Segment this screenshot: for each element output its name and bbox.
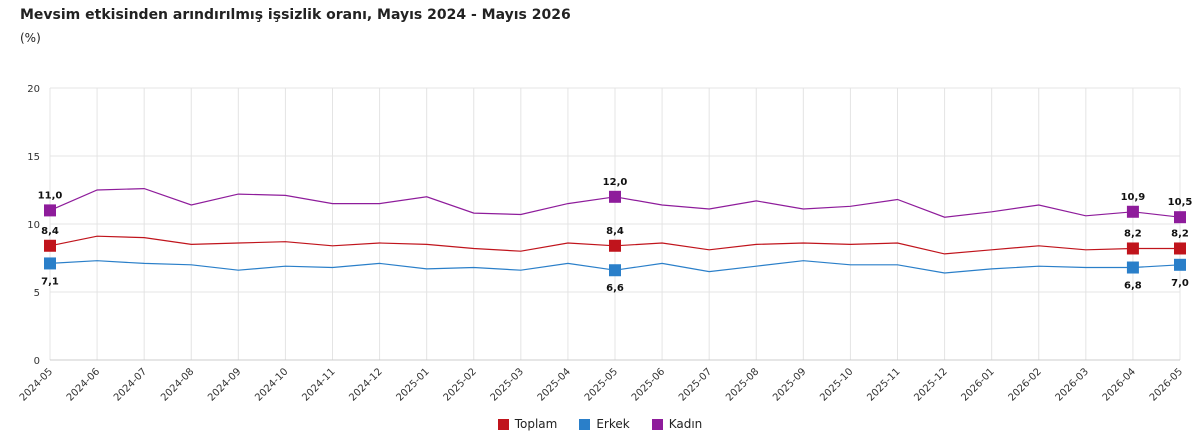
x-tick-label: 2024-10	[253, 366, 290, 403]
legend-item-erkek[interactable]: Erkek	[579, 417, 630, 431]
x-tick-label: 2025-08	[724, 366, 761, 403]
data-marker-erkek[interactable]	[1174, 258, 1186, 271]
data-label-kadın: 10,9	[1121, 192, 1146, 203]
data-marker-toplam[interactable]	[44, 239, 56, 252]
legend: Toplam Erkek Kadın	[0, 417, 1200, 431]
legend-swatch-kadin	[651, 418, 663, 430]
x-tick-label: 2025-12	[912, 366, 949, 403]
data-marker-kadın[interactable]	[609, 190, 621, 203]
data-marker-kadın[interactable]	[44, 204, 56, 217]
legend-item-toplam[interactable]: Toplam	[497, 417, 558, 431]
x-tick-label: 2024-06	[65, 366, 102, 403]
x-tick-label: 2026-05	[1148, 366, 1185, 403]
y-tick-label: 10	[27, 220, 40, 231]
x-tick-label: 2025-09	[771, 366, 808, 403]
data-label-toplam: 8,4	[606, 226, 624, 237]
x-tick-label: 2026-03	[1054, 366, 1091, 403]
data-label-kadın: 10,5	[1168, 197, 1193, 208]
x-tick-label: 2024-12	[347, 366, 384, 403]
data-label-erkek: 6,6	[606, 283, 624, 294]
x-tick-label: 2025-11	[865, 366, 902, 403]
legend-item-kadin[interactable]: Kadın	[651, 417, 703, 431]
legend-label-erkek: Erkek	[596, 417, 630, 431]
data-markers	[44, 190, 1186, 277]
legend-label-kadin: Kadın	[668, 417, 703, 431]
y-tick-label: 20	[27, 84, 40, 95]
x-tick-label: 2025-01	[394, 366, 431, 403]
legend-swatch-toplam	[497, 418, 509, 430]
x-tick-label: 2024-07	[112, 366, 149, 403]
y-tick-label: 0	[34, 356, 40, 367]
data-marker-toplam[interactable]	[609, 239, 621, 252]
x-tick-label: 2025-02	[442, 366, 479, 403]
x-tick-label: 2026-04	[1101, 366, 1138, 403]
data-marker-erkek[interactable]	[609, 264, 621, 277]
legend-swatch-erkek	[579, 418, 591, 430]
data-label-kadın: 11,0	[38, 190, 63, 201]
data-label-kadın: 12,0	[603, 177, 628, 188]
x-tick-label: 2026-02	[1007, 366, 1044, 403]
x-tick-label: 2024-08	[159, 366, 196, 403]
x-tick-label: 2025-04	[536, 366, 573, 403]
y-tick-label: 5	[34, 288, 40, 299]
data-marker-toplam[interactable]	[1126, 242, 1139, 255]
chart-subtitle: (%)	[20, 31, 41, 45]
x-tick-label: 2025-05	[583, 366, 620, 403]
data-marker-erkek[interactable]	[44, 257, 56, 270]
x-axis: 2024-05 2024-06 2024-07 2024-08 2024-09 2024-…	[18, 359, 1185, 404]
data-marker-toplam[interactable]	[1174, 242, 1186, 255]
x-tick-label: 2026-01	[959, 366, 996, 403]
data-labels: 8,4 8,4 8,2 8,2 7,1 6,6 6,8 7,0 11,0 12,0 10,9 10,5	[38, 177, 1193, 294]
data-label-toplam: 8,2	[1124, 228, 1142, 239]
data-label-erkek: 7,1	[41, 276, 59, 287]
data-label-toplam: 8,2	[1171, 228, 1189, 239]
x-tick-label: 2024-05	[18, 366, 55, 403]
chart-title: Mevsim etkisinden arındırılmış işsizlik …	[20, 7, 571, 23]
x-tick-label: 2024-11	[300, 366, 337, 403]
x-tick-label: 2025-10	[818, 366, 855, 403]
data-label-toplam: 8,4	[41, 226, 59, 237]
grid	[49, 87, 1181, 361]
data-label-erkek: 6,8	[1124, 281, 1142, 292]
data-marker-kadın[interactable]	[1174, 211, 1186, 224]
legend-label-toplam: Toplam	[514, 417, 558, 431]
x-tick-label: 2025-06	[630, 366, 667, 403]
data-marker-kadın[interactable]	[1126, 205, 1139, 218]
y-tick-label: 15	[27, 152, 40, 163]
x-tick-label: 2025-07	[677, 366, 714, 403]
y-axis: 0 5 10 15 20	[27, 84, 40, 367]
data-marker-erkek[interactable]	[1126, 261, 1139, 274]
x-tick-label: 2024-09	[206, 366, 243, 403]
x-tick-label: 2025-03	[489, 366, 526, 403]
data-label-erkek: 7,0	[1171, 278, 1189, 289]
